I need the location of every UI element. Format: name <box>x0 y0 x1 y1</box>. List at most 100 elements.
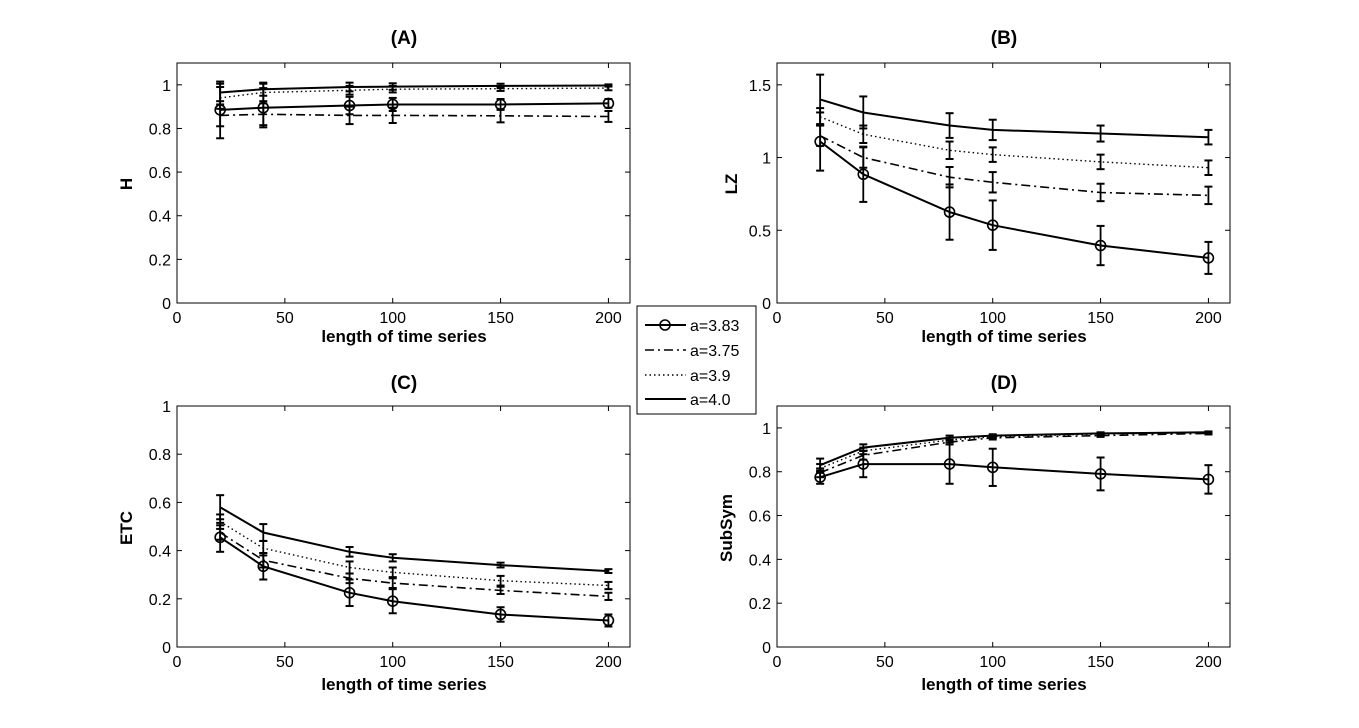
data-point-marker <box>1094 468 1107 480</box>
x-tick-label: 200 <box>1195 310 1222 327</box>
series-line-a383 <box>819 463 1209 481</box>
legend-label: a=3.83 <box>690 318 739 335</box>
panel-c-title: (C) <box>391 373 417 394</box>
legend-entry: a=4.0 <box>645 392 731 409</box>
x-tick-label: 150 <box>1087 310 1114 327</box>
panel-b: 0 50 100 150 200 0 0.5 1 1.5 (B) length of time se… <box>722 28 1231 346</box>
y-tick-label: 1 <box>762 151 771 168</box>
error-bar <box>259 523 268 542</box>
error-bar <box>1204 159 1213 176</box>
error-bar <box>388 577 397 589</box>
error-bar <box>988 171 997 194</box>
y-tick-label: 0.6 <box>149 495 171 512</box>
x-tick-label: 50 <box>276 654 294 671</box>
error-bar <box>1096 224 1105 267</box>
legend-entry: a=3.75 <box>645 343 739 360</box>
error-bar <box>604 580 613 591</box>
panel-b-title: (B) <box>991 28 1017 49</box>
error-bar <box>216 82 225 103</box>
legend: a=3.83 a=3.75 a=3.9 a=4.0 <box>636 305 757 415</box>
y-tick-label: 0 <box>762 640 771 657</box>
y-tick-label: 1 <box>762 421 771 438</box>
panel-c-x-axis-label: length of time series <box>321 675 486 694</box>
error-bar <box>859 146 868 169</box>
panel-c: 0 50 100 150 200 0 0.2 0.4 0.6 0.8 1 (C) length of t… <box>117 373 631 694</box>
data-point-marker <box>943 206 956 218</box>
y-tick-label: 0.8 <box>149 447 171 464</box>
panel-a-axes-frame <box>176 62 631 304</box>
panel-b-axes-frame <box>776 62 1231 304</box>
data-point-marker <box>386 595 399 608</box>
error-bar <box>388 82 397 91</box>
x-tick-label: 100 <box>379 310 406 327</box>
error-bar <box>988 199 997 251</box>
y-tick-label: 0.5 <box>749 223 771 240</box>
series-line-a39 <box>220 87 609 99</box>
y-tick-label: 0.4 <box>149 209 171 226</box>
panel-b-series-a40 <box>816 73 1213 146</box>
y-tick-label: 0.8 <box>149 121 171 138</box>
data-point-marker <box>602 614 615 627</box>
data-point-marker <box>986 219 999 231</box>
panel-d-title: (D) <box>991 373 1017 394</box>
legend-entry: a=3.83 <box>645 318 739 335</box>
panel-c-y-axis-label: ETC <box>117 511 136 545</box>
panel-b-x-axis-label: length of time series <box>921 327 1086 346</box>
error-bar <box>1096 182 1105 203</box>
error-bar <box>604 568 613 575</box>
series-line-a40 <box>220 84 609 94</box>
x-tick-label: 100 <box>979 654 1006 671</box>
panel-a-y-axis-label: H <box>117 178 136 190</box>
panel-c-series-a39 <box>216 513 613 591</box>
error-bar <box>388 588 397 615</box>
error-bar <box>345 81 354 93</box>
series-line-a40 <box>819 431 1209 467</box>
x-tick-label: 200 <box>595 310 622 327</box>
x-tick-label: 50 <box>876 310 894 327</box>
error-bar <box>988 447 997 487</box>
x-tick-label: 100 <box>379 654 406 671</box>
y-tick-label: 0.6 <box>749 509 771 526</box>
panel-b-y-axis-label: LZ <box>722 174 741 195</box>
error-bar <box>604 591 613 602</box>
x-tick-label: 0 <box>773 310 782 327</box>
series-line-a375 <box>219 531 609 598</box>
panel-d-axes-frame <box>776 405 1231 648</box>
error-bar <box>1096 431 1105 436</box>
x-tick-label: 50 <box>876 654 894 671</box>
error-bar <box>259 102 268 127</box>
series-line-a383 <box>819 140 1209 259</box>
y-tick-label: 1 <box>162 78 171 95</box>
series-line-a383 <box>220 102 609 111</box>
error-bar <box>216 494 225 521</box>
x-tick-label: 0 <box>773 654 782 671</box>
error-bar <box>496 585 505 595</box>
y-tick-label: 0 <box>162 640 171 657</box>
panel-a-x-axis-label: length of time series <box>321 327 486 346</box>
data-point-marker <box>1202 473 1215 486</box>
error-bar <box>1204 430 1213 435</box>
error-bar <box>988 433 997 438</box>
data-point-marker <box>494 608 507 621</box>
y-tick-label: 0.2 <box>149 252 171 269</box>
error-bar <box>816 73 825 126</box>
series-line-a375 <box>819 134 1209 197</box>
error-bar <box>388 106 397 124</box>
y-tick-label: 1.5 <box>749 78 771 95</box>
error-bar <box>945 140 954 160</box>
panel-a-series-a40 <box>216 81 613 103</box>
x-tick-label: 0 <box>173 310 182 327</box>
x-tick-label: 150 <box>1087 654 1114 671</box>
error-bar <box>859 95 868 130</box>
legend-entry: a=3.9 <box>645 368 731 385</box>
y-tick-label: 0 <box>762 296 771 313</box>
error-bar <box>1096 456 1105 492</box>
panel-d-series-a40 <box>816 430 1213 473</box>
error-bar <box>945 166 954 189</box>
error-bar <box>604 110 613 123</box>
legend-label: a=4.0 <box>690 392 731 409</box>
x-tick-label: 0 <box>173 654 182 671</box>
data-point-marker <box>943 458 956 470</box>
y-tick-label: 0.2 <box>749 596 771 613</box>
error-bar <box>496 574 505 587</box>
